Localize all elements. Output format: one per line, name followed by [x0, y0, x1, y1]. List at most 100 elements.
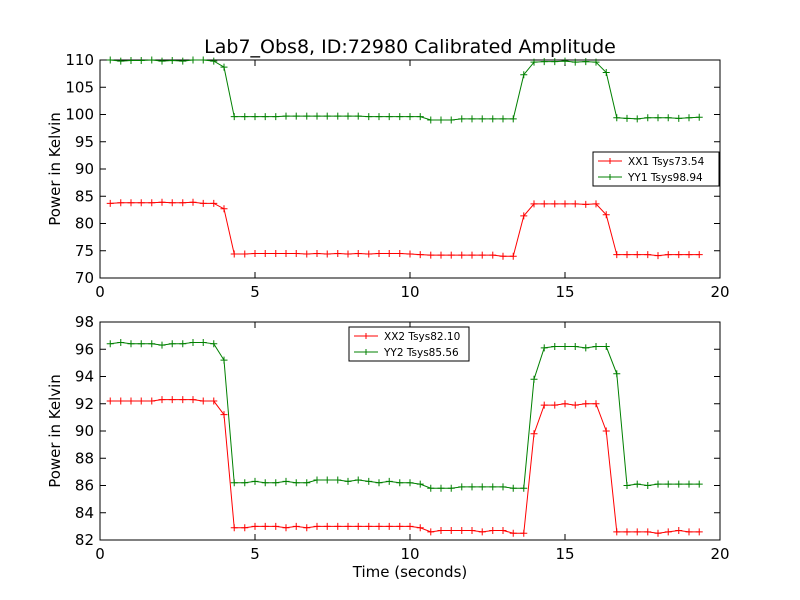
data-point-marker — [230, 113, 238, 121]
y-axis-label: Power in Kelvin — [46, 374, 64, 488]
x-tick-label: 5 — [250, 283, 260, 301]
data-point-marker — [303, 112, 311, 120]
data-point-marker — [592, 343, 600, 351]
series-xx-bottom — [106, 396, 703, 537]
data-point-marker — [344, 477, 352, 485]
data-point-marker — [323, 476, 331, 484]
data-point-marker — [106, 199, 114, 207]
data-point-marker — [375, 249, 383, 257]
x-tick-label: 10 — [400, 545, 419, 563]
data-point-marker — [230, 250, 238, 258]
data-point-marker — [664, 114, 672, 122]
data-point-marker — [530, 58, 538, 66]
legend-marker — [607, 174, 613, 180]
data-point-marker — [406, 250, 414, 258]
data-point-marker — [220, 356, 228, 364]
data-point-marker — [168, 340, 176, 348]
data-point-marker — [168, 199, 176, 207]
data-point-marker — [137, 199, 145, 207]
y-tick-label: 80 — [75, 215, 94, 233]
data-point-marker — [644, 482, 652, 489]
data-point-marker — [385, 477, 393, 485]
data-point-marker — [313, 522, 321, 530]
data-point-marker — [571, 343, 579, 351]
data-point-marker — [520, 71, 528, 79]
data-point-marker — [323, 112, 331, 120]
data-point-marker — [540, 58, 548, 66]
x-tick-label: 5 — [250, 545, 260, 563]
data-point-marker — [189, 198, 197, 206]
data-point-marker — [695, 528, 703, 536]
data-point-marker — [220, 205, 228, 213]
legend-marker — [607, 158, 613, 164]
data-point-marker — [551, 343, 559, 351]
data-point-marker — [468, 115, 476, 123]
data-point-marker — [261, 249, 269, 257]
y-tick-label: 90 — [75, 422, 94, 440]
data-point-marker — [365, 477, 373, 485]
data-point-marker — [158, 341, 166, 349]
x-tick-label: 20 — [710, 545, 729, 563]
data-point-marker — [458, 251, 466, 259]
data-point-marker — [685, 480, 693, 488]
y-tick-label: 82 — [75, 531, 94, 549]
data-point-marker — [540, 401, 548, 409]
data-point-marker — [530, 430, 538, 438]
data-point-marker — [220, 63, 228, 71]
data-point-marker — [179, 340, 187, 348]
legend-marker — [363, 333, 369, 339]
data-point-marker — [127, 340, 135, 348]
data-point-marker — [499, 526, 507, 534]
data-point-marker — [582, 344, 590, 352]
y-tick-label: 90 — [75, 160, 94, 178]
data-point-marker — [561, 400, 569, 408]
data-point-marker — [251, 113, 259, 121]
data-point-marker — [230, 524, 238, 532]
data-point-marker — [613, 370, 621, 378]
data-point-marker — [633, 251, 641, 259]
data-point-marker — [313, 476, 321, 484]
data-point-marker — [137, 397, 145, 405]
y-tick-label: 70 — [75, 269, 94, 287]
y-axis-label: Power in Kelvin — [46, 112, 64, 226]
data-point-marker — [189, 338, 197, 346]
data-point-marker — [323, 522, 331, 530]
data-point-marker — [199, 338, 207, 346]
data-point-marker — [344, 112, 352, 120]
data-point-marker — [168, 57, 176, 65]
data-point-marker — [633, 115, 641, 123]
data-point-marker — [644, 114, 652, 122]
y-tick-label: 85 — [75, 187, 94, 205]
legend-marker — [363, 349, 369, 355]
series-line — [110, 341, 700, 489]
data-point-marker — [602, 427, 610, 435]
data-point-marker — [127, 199, 135, 207]
data-point-marker — [623, 114, 631, 122]
data-point-marker — [561, 200, 569, 208]
data-point-marker — [313, 112, 321, 120]
data-point-marker — [478, 251, 486, 259]
y-tick-label: 95 — [75, 133, 94, 151]
data-point-marker — [375, 479, 383, 487]
data-point-marker — [530, 200, 538, 208]
data-point-marker — [489, 526, 497, 534]
data-point-marker — [592, 400, 600, 408]
data-point-marker — [582, 58, 590, 66]
data-point-marker — [385, 113, 393, 121]
data-point-marker — [241, 113, 249, 121]
data-point-marker — [489, 115, 497, 123]
data-point-marker — [303, 524, 311, 532]
data-point-marker — [613, 114, 621, 122]
data-point-marker — [520, 212, 528, 220]
data-point-marker — [106, 397, 114, 405]
data-point-marker — [199, 199, 207, 207]
data-point-marker — [272, 522, 280, 530]
data-point-marker — [396, 249, 404, 257]
y-tick-label: 86 — [75, 477, 94, 495]
data-point-marker — [396, 113, 404, 121]
y-tick-label: 88 — [75, 449, 94, 467]
data-point-marker — [685, 528, 693, 536]
data-point-marker — [478, 115, 486, 123]
data-point-marker — [148, 340, 156, 348]
data-point-marker — [675, 251, 683, 259]
